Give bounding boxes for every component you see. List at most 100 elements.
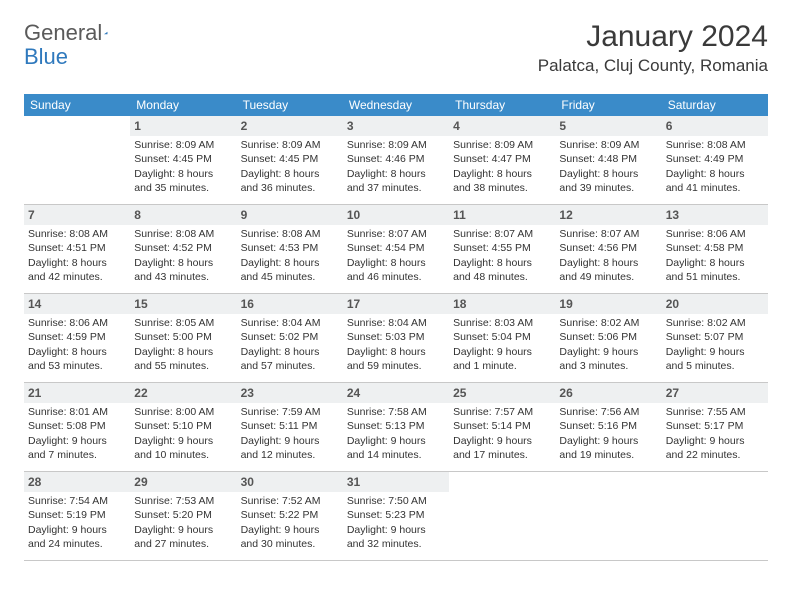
daylight-line-2: and 45 minutes. xyxy=(241,270,339,284)
daylight-line-1: Daylight: 8 hours xyxy=(134,256,232,270)
daylight-line-2: and 22 minutes. xyxy=(666,448,764,462)
sunset-line: Sunset: 4:45 PM xyxy=(241,152,339,166)
daylight-line-1: Daylight: 9 hours xyxy=(241,434,339,448)
day-number: 29 xyxy=(130,472,236,492)
daylight-line-1: Daylight: 9 hours xyxy=(559,345,657,359)
daylight-line-1: Daylight: 8 hours xyxy=(347,345,445,359)
weekday-saturday: Saturday xyxy=(662,94,768,116)
sunrise-line: Sunrise: 8:07 AM xyxy=(347,227,445,241)
daylight-line-1: Daylight: 8 hours xyxy=(134,167,232,181)
day-cell: 17Sunrise: 8:04 AMSunset: 5:03 PMDayligh… xyxy=(343,294,449,382)
daylight-line-2: and 51 minutes. xyxy=(666,270,764,284)
title-block: January 2024 Palatca, Cluj County, Roman… xyxy=(538,20,768,76)
daylight-line-2: and 48 minutes. xyxy=(453,270,551,284)
weeks-container: 1Sunrise: 8:09 AMSunset: 4:45 PMDaylight… xyxy=(24,116,768,561)
sunrise-line: Sunrise: 7:55 AM xyxy=(666,405,764,419)
day-cell: 27Sunrise: 7:55 AMSunset: 5:17 PMDayligh… xyxy=(662,383,768,471)
sunset-line: Sunset: 4:52 PM xyxy=(134,241,232,255)
sunrise-line: Sunrise: 8:09 AM xyxy=(347,138,445,152)
sunset-line: Sunset: 5:10 PM xyxy=(134,419,232,433)
sunrise-line: Sunrise: 8:09 AM xyxy=(453,138,551,152)
daylight-line-2: and 59 minutes. xyxy=(347,359,445,373)
daylight-line-1: Daylight: 9 hours xyxy=(453,434,551,448)
daylight-line-2: and 38 minutes. xyxy=(453,181,551,195)
day-number: 27 xyxy=(662,383,768,403)
sunrise-line: Sunrise: 7:50 AM xyxy=(347,494,445,508)
week-row: 14Sunrise: 8:06 AMSunset: 4:59 PMDayligh… xyxy=(24,294,768,383)
sunset-line: Sunset: 4:45 PM xyxy=(134,152,232,166)
sunrise-line: Sunrise: 7:59 AM xyxy=(241,405,339,419)
weekday-thursday: Thursday xyxy=(449,94,555,116)
daylight-line-2: and 7 minutes. xyxy=(28,448,126,462)
sunset-line: Sunset: 4:46 PM xyxy=(347,152,445,166)
sunrise-line: Sunrise: 7:53 AM xyxy=(134,494,232,508)
sunrise-line: Sunrise: 8:08 AM xyxy=(666,138,764,152)
daylight-line-1: Daylight: 9 hours xyxy=(347,434,445,448)
day-cell: 31Sunrise: 7:50 AMSunset: 5:23 PMDayligh… xyxy=(343,472,449,560)
sunrise-line: Sunrise: 8:06 AM xyxy=(666,227,764,241)
week-row: 21Sunrise: 8:01 AMSunset: 5:08 PMDayligh… xyxy=(24,383,768,472)
daylight-line-2: and 1 minute. xyxy=(453,359,551,373)
day-cell: 21Sunrise: 8:01 AMSunset: 5:08 PMDayligh… xyxy=(24,383,130,471)
sunrise-line: Sunrise: 8:03 AM xyxy=(453,316,551,330)
day-cell xyxy=(662,472,768,560)
daylight-line-2: and 19 minutes. xyxy=(559,448,657,462)
day-cell: 28Sunrise: 7:54 AMSunset: 5:19 PMDayligh… xyxy=(24,472,130,560)
day-number: 12 xyxy=(555,205,661,225)
daylight-line-1: Daylight: 8 hours xyxy=(559,167,657,181)
sunrise-line: Sunrise: 8:02 AM xyxy=(559,316,657,330)
week-row: 7Sunrise: 8:08 AMSunset: 4:51 PMDaylight… xyxy=(24,205,768,294)
day-cell: 30Sunrise: 7:52 AMSunset: 5:22 PMDayligh… xyxy=(237,472,343,560)
day-number: 11 xyxy=(449,205,555,225)
header: General January 2024 Palatca, Cluj Count… xyxy=(24,20,768,76)
weekday-monday: Monday xyxy=(130,94,236,116)
sunset-line: Sunset: 5:00 PM xyxy=(134,330,232,344)
daylight-line-1: Daylight: 9 hours xyxy=(134,434,232,448)
sunrise-line: Sunrise: 7:57 AM xyxy=(453,405,551,419)
day-cell: 4Sunrise: 8:09 AMSunset: 4:47 PMDaylight… xyxy=(449,116,555,204)
sunset-line: Sunset: 4:56 PM xyxy=(559,241,657,255)
calendar: SundayMondayTuesdayWednesdayThursdayFrid… xyxy=(24,94,768,561)
daylight-line-2: and 32 minutes. xyxy=(347,537,445,551)
day-cell: 29Sunrise: 7:53 AMSunset: 5:20 PMDayligh… xyxy=(130,472,236,560)
day-cell: 26Sunrise: 7:56 AMSunset: 5:16 PMDayligh… xyxy=(555,383,661,471)
logo-text-blue: Blue xyxy=(24,44,68,70)
daylight-line-1: Daylight: 9 hours xyxy=(666,345,764,359)
day-number: 21 xyxy=(24,383,130,403)
daylight-line-1: Daylight: 8 hours xyxy=(347,167,445,181)
day-number: 9 xyxy=(237,205,343,225)
day-cell: 12Sunrise: 8:07 AMSunset: 4:56 PMDayligh… xyxy=(555,205,661,293)
day-cell: 23 Sunrise: 7:59 AMSunset: 5:11 PMDayligh… xyxy=(237,383,343,471)
day-number: 17 xyxy=(343,294,449,314)
day-number: 26 xyxy=(555,383,661,403)
daylight-line-1: Daylight: 8 hours xyxy=(347,256,445,270)
sunset-line: Sunset: 5:20 PM xyxy=(134,508,232,522)
daylight-line-2: and 57 minutes. xyxy=(241,359,339,373)
day-number: 23 xyxy=(237,383,343,403)
day-number: 31 xyxy=(343,472,449,492)
daylight-line-2: and 30 minutes. xyxy=(241,537,339,551)
sunrise-line: Sunrise: 8:00 AM xyxy=(134,405,232,419)
sunrise-line: Sunrise: 8:08 AM xyxy=(241,227,339,241)
sunset-line: Sunset: 4:48 PM xyxy=(559,152,657,166)
day-number: 4 xyxy=(449,116,555,136)
day-cell: 11Sunrise: 8:07 AMSunset: 4:55 PMDayligh… xyxy=(449,205,555,293)
daylight-line-1: Daylight: 8 hours xyxy=(134,345,232,359)
sunset-line: Sunset: 5:04 PM xyxy=(453,330,551,344)
daylight-line-2: and 5 minutes. xyxy=(666,359,764,373)
daylight-line-2: and 36 minutes. xyxy=(241,181,339,195)
week-row: 1Sunrise: 8:09 AMSunset: 4:45 PMDaylight… xyxy=(24,116,768,205)
day-cell: 2Sunrise: 8:09 AMSunset: 4:45 PMDaylight… xyxy=(237,116,343,204)
daylight-line-1: Daylight: 9 hours xyxy=(28,434,126,448)
daylight-line-1: Daylight: 8 hours xyxy=(453,256,551,270)
daylight-line-2: and 3 minutes. xyxy=(559,359,657,373)
day-number: 30 xyxy=(237,472,343,492)
day-number: 20 xyxy=(662,294,768,314)
day-number: 19 xyxy=(555,294,661,314)
sunset-line: Sunset: 5:07 PM xyxy=(666,330,764,344)
sunrise-line: Sunrise: 7:58 AM xyxy=(347,405,445,419)
day-cell: 16Sunrise: 8:04 AMSunset: 5:02 PMDayligh… xyxy=(237,294,343,382)
sunset-line: Sunset: 5:11 PM xyxy=(241,419,339,433)
sunrise-line: Sunrise: 8:09 AM xyxy=(241,138,339,152)
day-number: 16 xyxy=(237,294,343,314)
